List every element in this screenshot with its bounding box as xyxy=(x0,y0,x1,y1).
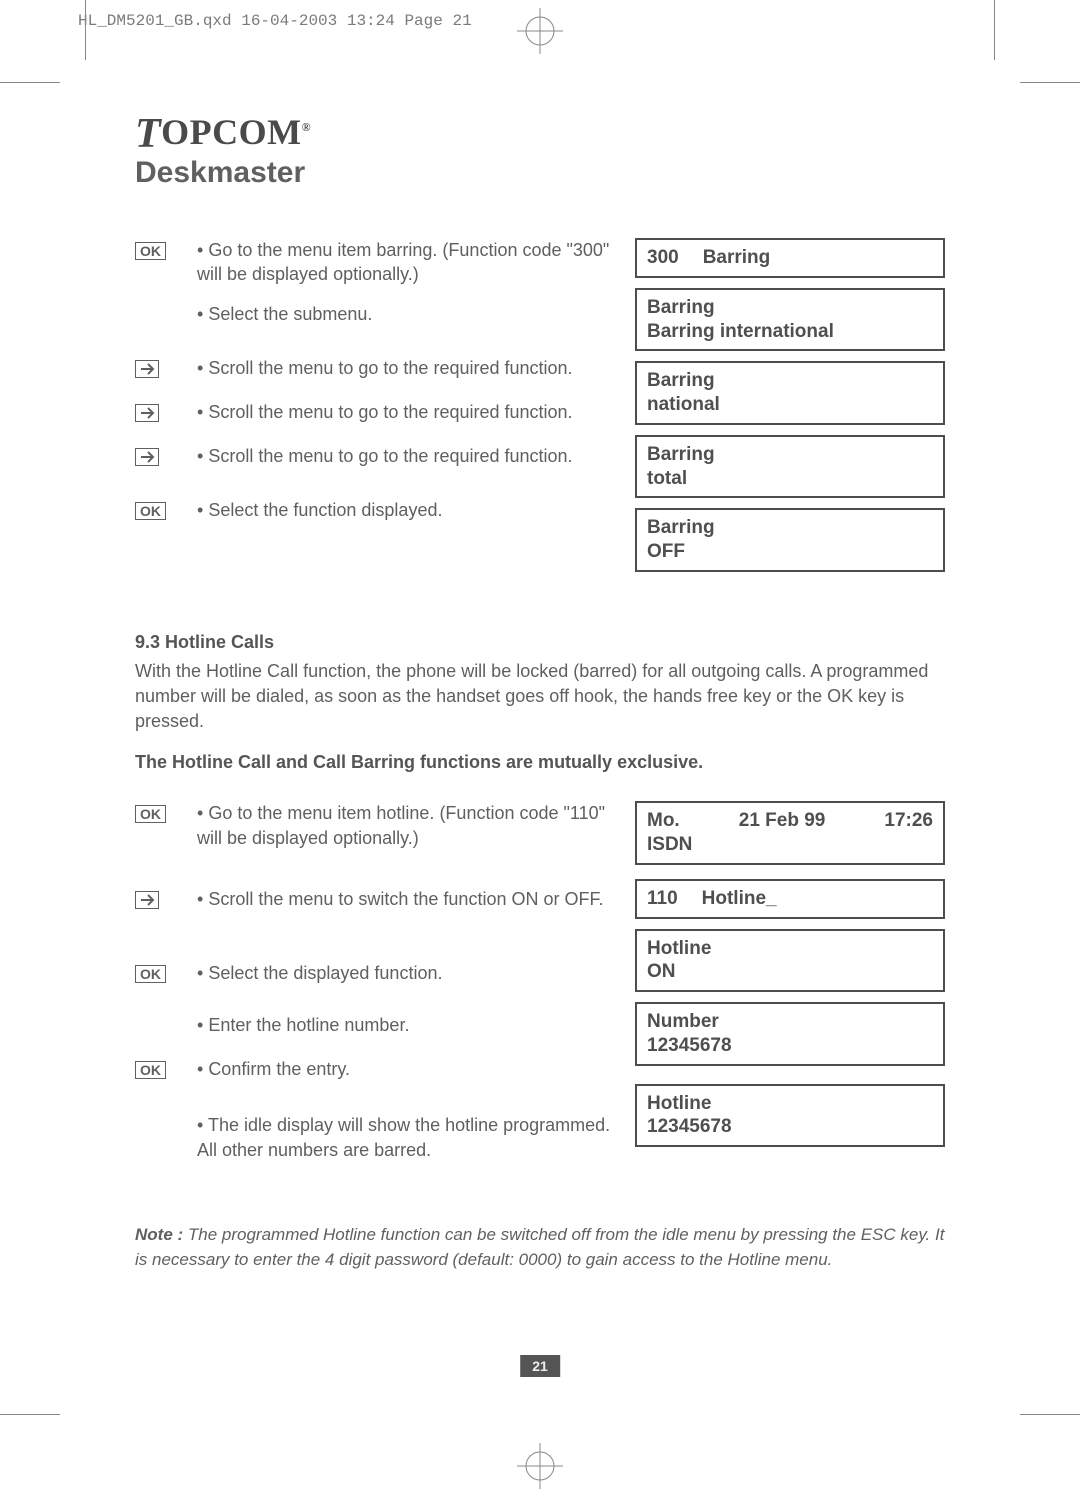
step-icon-col xyxy=(135,1113,197,1117)
step-text: Go to the menu item hotline. (Function c… xyxy=(197,801,635,850)
step-row: The idle display will show the hotline p… xyxy=(135,1113,635,1169)
product-name: Deskmaster xyxy=(135,156,945,190)
barring-section: OK Go to the menu item barring. (Function… xyxy=(135,238,945,582)
step-text: Go to the menu item barring. (Function c… xyxy=(197,238,635,287)
footnote: Note : The programmed Hotline function c… xyxy=(135,1223,945,1272)
step-text: Enter the hotline number. xyxy=(197,1013,635,1037)
step-icon-col: OK xyxy=(135,498,197,520)
lcd-display: Mo.21 Feb 9917:26ISDN xyxy=(635,801,945,865)
step-row: OK Confirm the entry. xyxy=(135,1057,635,1109)
step-text: Confirm the entry. xyxy=(197,1057,635,1081)
lcd-display: Hotline12345678 xyxy=(635,1084,945,1148)
lcd-display: Barringtotal xyxy=(635,435,945,499)
step-icon-col: OK xyxy=(135,961,197,983)
crop-mark xyxy=(0,82,60,83)
crop-mark xyxy=(994,0,995,60)
content-area: TOPCOM® Deskmaster OK Go to the menu item… xyxy=(135,110,945,1273)
step-text: Select the function displayed. xyxy=(197,498,635,522)
step-text: Scroll the menu to go to the required fu… xyxy=(197,444,635,468)
step-text: Scroll the menu to switch the function O… xyxy=(197,887,635,911)
page-root: HL_DM5201_GB.qxd 16-04-2003 13:24 Page 2… xyxy=(0,0,1080,1497)
arrow-right-icon xyxy=(135,448,159,466)
ok-icon: OK xyxy=(135,242,166,260)
step-row: Scroll the menu to switch the function O… xyxy=(135,887,635,957)
hotline-heading: 9.3 Hotline Calls xyxy=(135,632,945,653)
step-row: Scroll the menu to go to the required fu… xyxy=(135,356,635,396)
step-row: OK Go to the menu item hotline. (Function… xyxy=(135,801,635,883)
step-icon-col: OK xyxy=(135,238,197,260)
hotline-paragraph: With the Hotline Call function, the phon… xyxy=(135,659,945,735)
step-row: OK Select the displayed function. xyxy=(135,961,635,1009)
crop-mark xyxy=(1020,1414,1080,1415)
arrow-right-icon xyxy=(135,404,159,422)
step-row: Enter the hotline number. xyxy=(135,1013,635,1053)
lcd-display: BarringOFF xyxy=(635,508,945,572)
step-icon-col xyxy=(135,356,197,378)
lcd-display: 300Barring xyxy=(635,238,945,278)
note-text: The programmed Hotline function can be s… xyxy=(135,1225,944,1269)
ok-icon: OK xyxy=(135,1061,166,1079)
crop-mark xyxy=(0,1414,60,1415)
ok-icon: OK xyxy=(135,965,166,983)
page-number: 21 xyxy=(520,1355,560,1377)
step-text: Select the submenu. xyxy=(197,302,635,326)
step-text: The idle display will show the hotline p… xyxy=(197,1113,635,1162)
ok-icon: OK xyxy=(135,805,166,823)
lcd-display: 110Hotline_ xyxy=(635,879,945,919)
lcd-display: Number12345678 xyxy=(635,1002,945,1066)
lcd-display: Barringnational xyxy=(635,361,945,425)
exclusive-note: The Hotline Call and Call Barring functi… xyxy=(135,752,945,773)
logo-block: TOPCOM® Deskmaster xyxy=(135,110,945,190)
hotline-section: OK Go to the menu item hotline. (Function… xyxy=(135,801,945,1173)
brand-logo: TOPCOM® xyxy=(135,110,945,158)
step-text: Select the displayed function. xyxy=(197,961,635,985)
registration-mark-top xyxy=(517,8,563,54)
note-lead: Note : xyxy=(135,1225,183,1244)
step-icon-col: OK xyxy=(135,1057,197,1079)
step-row: Scroll the menu to go to the required fu… xyxy=(135,400,635,440)
step-row: Select the submenu. xyxy=(135,302,635,352)
step-icon-col xyxy=(135,444,197,466)
registration-mark-bottom xyxy=(517,1443,563,1489)
ok-icon: OK xyxy=(135,502,166,520)
step-icon-col xyxy=(135,1013,197,1017)
lcd-display: BarringBarring international xyxy=(635,288,945,352)
step-icon-col xyxy=(135,302,197,306)
step-row: OK Select the function displayed. xyxy=(135,498,635,548)
step-text: Scroll the menu to go to the required fu… xyxy=(197,400,635,424)
step-icon-col xyxy=(135,887,197,909)
arrow-right-icon xyxy=(135,360,159,378)
crop-mark xyxy=(1020,82,1080,83)
print-jobline: HL_DM5201_GB.qxd 16-04-2003 13:24 Page 2… xyxy=(78,12,472,30)
step-text: Scroll the menu to go to the required fu… xyxy=(197,356,635,380)
step-icon-col xyxy=(135,400,197,422)
crop-mark xyxy=(85,0,86,60)
step-row: Scroll the menu to go to the required fu… xyxy=(135,444,635,494)
step-row: OK Go to the menu item barring. (Function… xyxy=(135,238,635,298)
arrow-right-icon xyxy=(135,891,159,909)
lcd-display: HotlineON xyxy=(635,929,945,993)
step-icon-col: OK xyxy=(135,801,197,823)
